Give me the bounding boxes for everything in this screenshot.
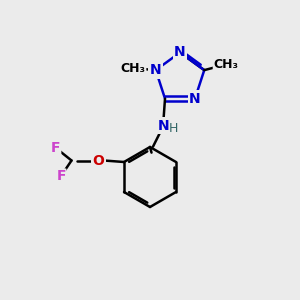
Text: H: H [168,122,178,134]
Text: CH₃: CH₃ [213,58,238,71]
Text: CH₃: CH₃ [121,62,146,75]
Text: N: N [189,92,201,106]
Text: O: O [93,154,104,167]
Text: F: F [51,141,61,155]
Text: N: N [150,63,162,77]
Text: N: N [158,118,169,133]
Text: F: F [56,169,66,183]
Text: N: N [174,46,186,59]
